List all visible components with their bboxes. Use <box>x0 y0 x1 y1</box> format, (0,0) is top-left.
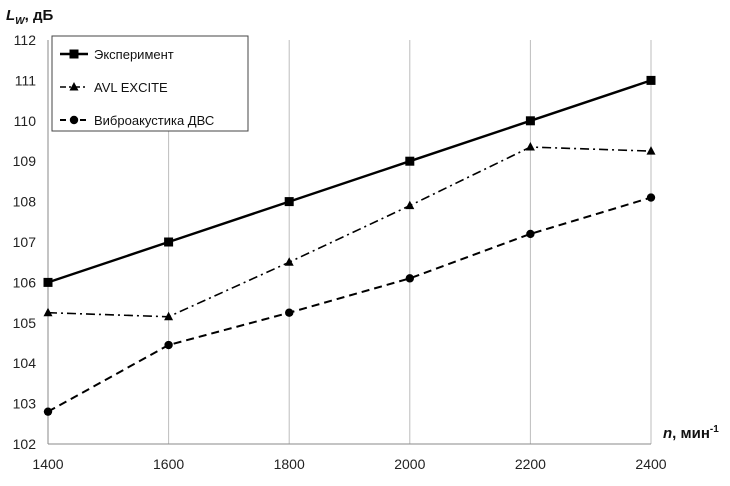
y-tick-label: 107 <box>13 234 37 250</box>
avl-excite-marker-4 <box>525 142 535 151</box>
avl-excite-marker-1 <box>164 311 174 321</box>
series-avl-excite <box>43 142 656 321</box>
avl-excite-marker-2 <box>284 257 294 266</box>
y-tick-label: 104 <box>13 355 37 371</box>
y-tick-label: 108 <box>13 194 37 210</box>
legend-avl-excite-marker-0 <box>69 82 79 91</box>
y-tick-label: 102 <box>13 436 37 452</box>
legend-label-vibroacoustics: Виброакустика ДВС <box>94 113 214 128</box>
vibroacoustics-marker-5 <box>646 193 656 202</box>
axes <box>47 40 651 445</box>
x-tick-label: 1600 <box>153 456 184 472</box>
series-vibroacoustics <box>43 193 656 416</box>
legend: Эксперимент AVL EXCITE Виброакустика ДВС <box>51 35 249 132</box>
legend-experiment-marker-0 <box>69 49 79 59</box>
y-tick-label: 112 <box>14 32 37 48</box>
y-tick-label: 106 <box>13 274 37 290</box>
vibroacoustics-line <box>47 196 652 413</box>
series-layer <box>43 75 656 416</box>
vibroacoustics-marker-4 <box>526 229 535 239</box>
legend-box <box>51 35 249 132</box>
avl-excite-line <box>47 146 652 318</box>
vibroacoustics-marker-0 <box>43 407 53 416</box>
x-tick-label: 2400 <box>635 456 666 472</box>
avl-excite-marker-5 <box>646 146 656 155</box>
y-tick-label: 105 <box>13 315 37 331</box>
experiment-marker-3 <box>405 156 415 166</box>
legend-label-avl-excite: AVL EXCITE <box>94 80 168 95</box>
x-tick-label: 2000 <box>394 456 425 472</box>
y-tick-label: 103 <box>13 396 37 412</box>
experiment-marker-2 <box>284 197 294 207</box>
y-tick-label: 111 <box>15 72 36 88</box>
legend-label-experiment: Эксперимент <box>94 47 174 62</box>
experiment-line <box>47 79 652 284</box>
x-tick-label: 1800 <box>274 456 305 472</box>
avl-excite-marker-0 <box>43 307 53 317</box>
x-tick-label: 2200 <box>515 456 546 472</box>
series-experiment <box>43 75 656 287</box>
y-tick-label: 110 <box>14 113 37 129</box>
legend-item-experiment: Эксперимент <box>60 47 174 62</box>
y-tick-label: 109 <box>13 153 37 169</box>
experiment-marker-4 <box>525 116 535 126</box>
legend-item-vibroacoustics: Виброакустика ДВС <box>60 113 214 128</box>
x-axis-title: n, мин-1 <box>663 424 719 442</box>
legend-item-avl-excite: AVL EXCITE <box>60 80 168 95</box>
grid-lines <box>168 40 652 444</box>
experiment-marker-0 <box>43 277 53 287</box>
y-axis-title: LW, дБ <box>6 7 53 27</box>
vibroacoustics-marker-1 <box>164 340 173 350</box>
legend-vibroacoustics-marker-0 <box>69 115 79 125</box>
avl-excite-marker-3 <box>405 200 415 210</box>
tick-labels: 102 103 104 105 106 107 108 109 110 111 112 1400 160… <box>13 32 667 472</box>
experiment-marker-5 <box>646 75 656 85</box>
vibroacoustics-marker-2 <box>285 308 294 317</box>
x-tick-label: 1400 <box>32 456 63 472</box>
vibroacoustics-marker-3 <box>405 274 414 283</box>
experiment-marker-1 <box>164 237 174 247</box>
